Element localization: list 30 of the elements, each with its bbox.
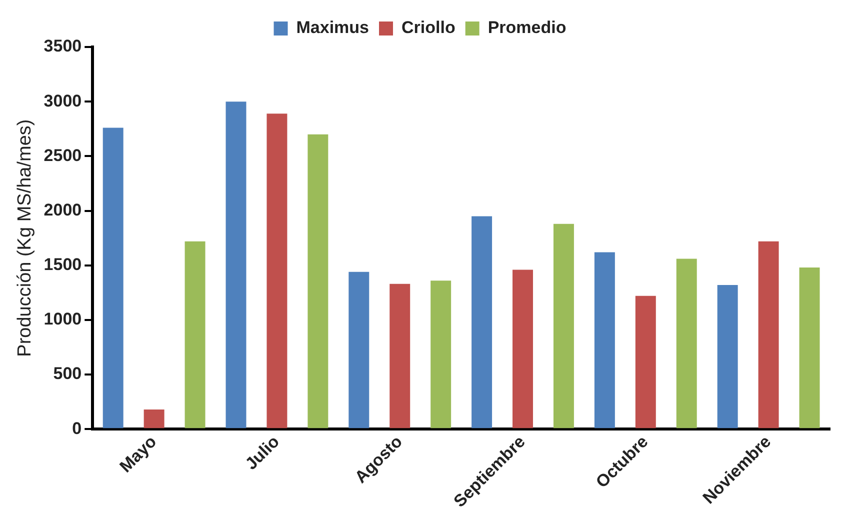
bar [308,134,328,428]
legend-label: Promedio [488,18,566,38]
bar [799,268,820,428]
bar [430,280,452,428]
bar [717,285,738,428]
legend-label: Maximus [296,18,370,38]
bar [676,258,697,428]
bar [553,224,574,428]
bar [144,409,164,428]
y-tick-label: 3000 [44,91,82,110]
bar [266,114,288,428]
y-tick-label: 1500 [44,255,82,274]
bar [348,272,370,428]
y-tick-label: 2000 [44,200,82,220]
y-tick-label: 0 [72,418,82,438]
y-tick-label: 3500 [44,36,82,56]
bar [635,296,656,428]
bar [472,216,492,428]
bar [758,241,779,428]
legend-label: Criollo [402,18,456,38]
y-tick-label: 500 [53,364,82,384]
y-tick-label: 1000 [44,310,82,329]
bar [102,128,124,428]
bar [184,241,206,428]
bar [594,252,615,428]
y-axis-title: Producción (Kg MS/ha/mes) [14,119,36,357]
bar [226,102,246,428]
y-tick-label: 2500 [44,146,82,165]
bar [512,270,533,428]
bar [390,284,410,428]
